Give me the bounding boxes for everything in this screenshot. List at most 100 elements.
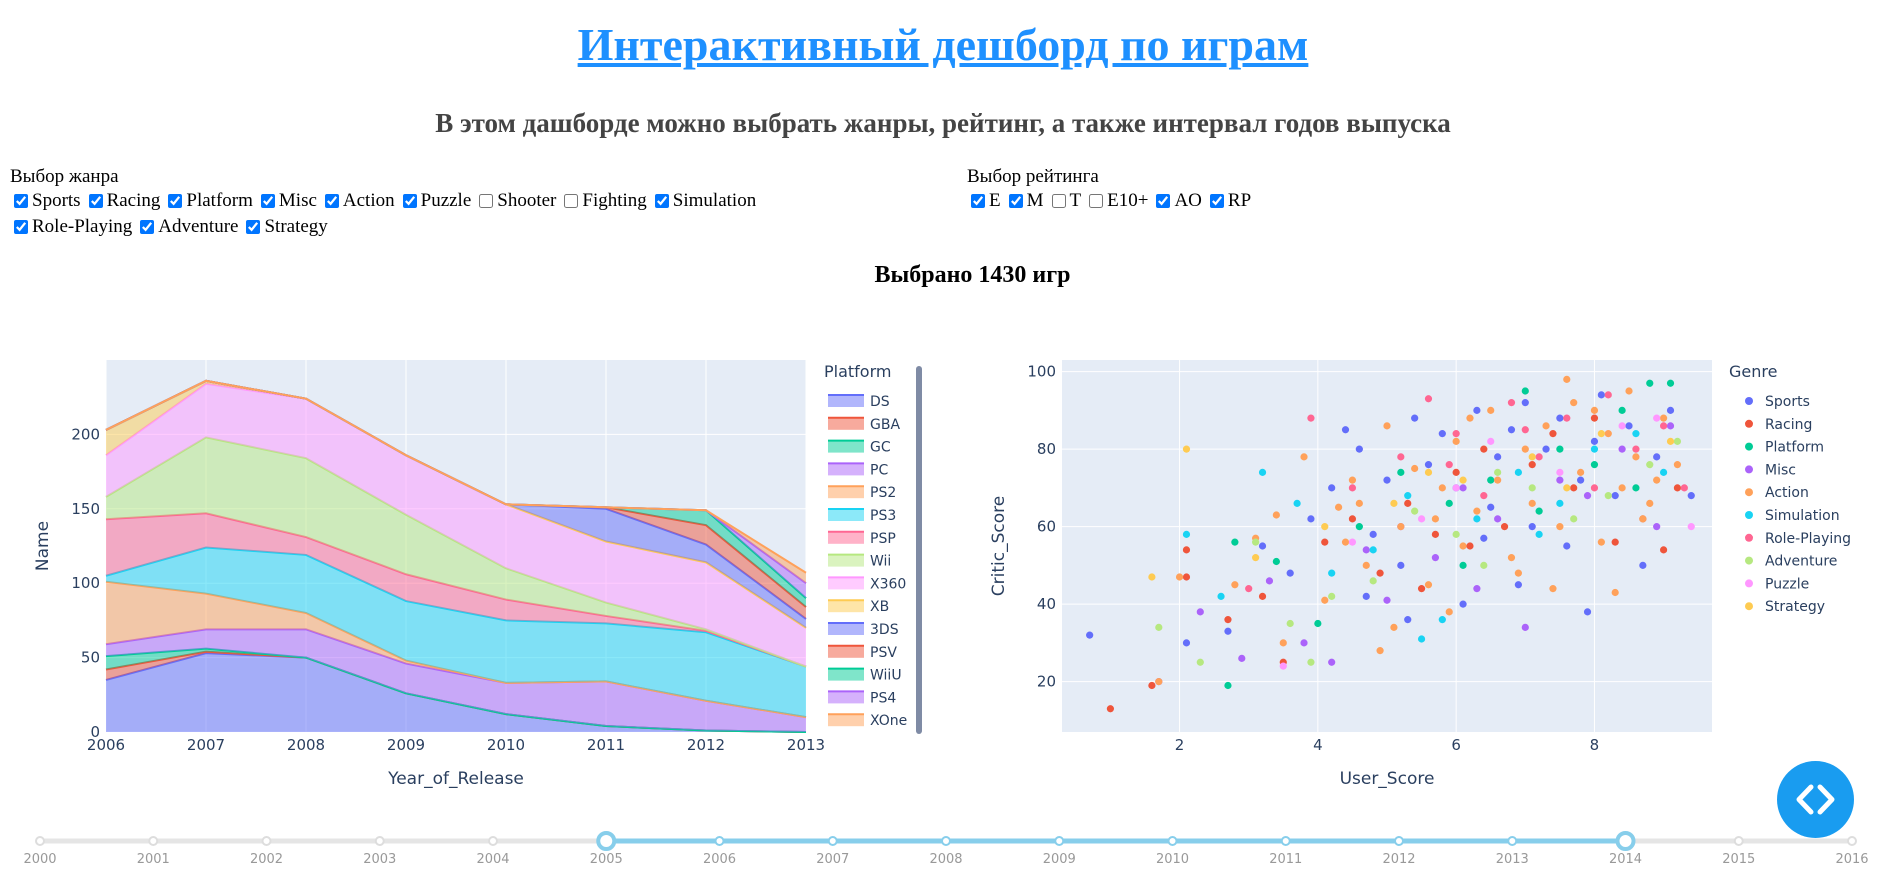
scatter-point-adventure [1196, 658, 1204, 666]
scatter-point-sports [1224, 627, 1232, 635]
y-tick-label: 200 [71, 425, 100, 443]
genre-checkbox[interactable] [654, 194, 669, 208]
scatter-point-sports [1355, 445, 1363, 453]
genre-checkbox[interactable] [479, 194, 494, 208]
genre-checkbox[interactable] [564, 194, 579, 208]
scatter-point-racing [1258, 592, 1267, 600]
genre-checkbox[interactable] [88, 194, 103, 208]
legend-swatch [828, 645, 864, 658]
x-tick-label: 2006 [87, 736, 125, 754]
scatter-point-role-playing [1307, 414, 1315, 422]
scatter-point-sports [1653, 453, 1661, 461]
scatter-point-strategy [1252, 554, 1260, 562]
scatter-point-sports [1258, 542, 1267, 550]
scatter-point-platform [1646, 379, 1654, 387]
legend-entry: Simulation [1765, 508, 1840, 524]
legend-entry: PC [870, 462, 888, 478]
genre-checkbox[interactable] [14, 194, 28, 208]
page-title[interactable]: Интерактивный дешборд по играм [577, 19, 1309, 70]
x-tick-label: 8 [1590, 736, 1600, 754]
scatter-point-platform [1459, 561, 1467, 569]
scatter-point-action [1348, 476, 1357, 484]
slider-handle[interactable] [596, 831, 617, 851]
y-axis-title: Name [33, 521, 53, 571]
scatter-point-sports [1473, 406, 1481, 414]
genre-option-puzzle[interactable]: Puzzle [397, 189, 471, 213]
rating-option-ao[interactable]: AO [1150, 189, 1202, 213]
genre-option-shooter[interactable]: Shooter [473, 189, 556, 213]
slider-year-label: 2002 [250, 852, 283, 867]
rating-checkbox[interactable] [1051, 194, 1066, 208]
genre-option-role-playing[interactable]: Role-Playing [8, 215, 132, 239]
scatter-point-action [1514, 569, 1522, 577]
scatter-point-role-playing [1348, 484, 1357, 492]
genre-option-misc[interactable]: Misc [255, 189, 317, 213]
rating-checkbox[interactable] [1156, 194, 1171, 208]
rating-checkbox[interactable] [971, 194, 985, 208]
scatter-point-strategy [1563, 484, 1571, 492]
genre-checkbox[interactable] [324, 194, 339, 208]
scatter-point-adventure [1673, 437, 1682, 445]
rating-option-label: RP [1227, 190, 1252, 211]
x-tick-label: 6 [1451, 736, 1461, 754]
genre-option-racing[interactable]: Racing [83, 189, 160, 213]
x-tick-label: 4 [1313, 736, 1323, 754]
scatter-point-racing [1659, 546, 1668, 554]
slider-handle[interactable] [1615, 831, 1636, 851]
genre-option-platform[interactable]: Platform [162, 189, 253, 213]
rating-option-rp[interactable]: RP [1204, 189, 1251, 213]
scatter-point-action [1383, 422, 1391, 430]
rating-option-m[interactable]: M [1003, 189, 1044, 213]
scatter-point-action [1424, 581, 1433, 589]
genre-checkbox[interactable] [402, 194, 417, 208]
y-tick-label: 100 [1027, 363, 1056, 381]
scatter-point-adventure [1452, 530, 1460, 538]
legend-title: Genre [1729, 362, 1777, 381]
scatter-point-role-playing [1680, 484, 1688, 492]
scatter-point-adventure [1494, 468, 1502, 476]
genre-checkbox[interactable] [140, 220, 155, 234]
scatter-point-action [1355, 499, 1363, 507]
scatter-point-action [1604, 430, 1612, 438]
rating-checkbox[interactable] [1209, 194, 1224, 208]
rating-filter-label: Выбор рейтинга [967, 166, 1099, 187]
legend-entry: PSP [870, 531, 896, 547]
scatter-point-action [1556, 523, 1564, 531]
scatter-point-sports [1556, 414, 1564, 422]
year-range-slider[interactable]: 2000 2001 2002 2003 2004 2005 2006 2007 2008 2009… [0, 820, 1886, 881]
code-toggle-button[interactable] [1777, 761, 1854, 838]
rating-checkbox[interactable] [1089, 194, 1104, 208]
scatter-point-simulation [1556, 499, 1564, 507]
rating-checkbox[interactable] [1008, 194, 1023, 208]
scatter-point-action [1438, 484, 1446, 492]
rating-option-e10+[interactable]: E10+ [1083, 189, 1148, 213]
genre-checkbox[interactable] [260, 194, 275, 208]
scatter-point-adventure [1286, 619, 1294, 628]
genre-option-adventure[interactable]: Adventure [134, 215, 238, 239]
legend-swatch [828, 668, 864, 681]
legend-entry: PS3 [870, 508, 896, 524]
y-tick-label: 0 [90, 723, 100, 741]
scatter-point-sports [1307, 515, 1315, 523]
rating-option-t[interactable]: T [1046, 189, 1081, 213]
scatter-point-action [1625, 387, 1633, 395]
scatter-point-simulation [1404, 492, 1412, 500]
scatter-point-strategy [1424, 468, 1433, 476]
y-tick-label: 50 [81, 649, 100, 667]
genre-checkbox[interactable] [246, 220, 261, 234]
area-series-ds [106, 653, 806, 732]
genre-option-action[interactable]: Action [319, 189, 395, 213]
genre-option-simulation[interactable]: Simulation [649, 189, 756, 213]
slider-year-label: 2012 [1382, 852, 1415, 867]
legend-scrollbar[interactable] [916, 366, 922, 734]
genre-option-strategy[interactable]: Strategy [240, 215, 328, 239]
rating-option-e[interactable]: E [965, 189, 1001, 213]
genre-option-sports[interactable]: Sports [8, 189, 81, 213]
legend-marker [1745, 533, 1753, 542]
genre-checkbox[interactable] [168, 194, 183, 208]
scatter-point-action [1577, 468, 1585, 476]
genre-option-fighting[interactable]: Fighting [558, 189, 647, 213]
scatter-point-misc [1383, 596, 1391, 604]
scatter-point-role-playing [1604, 391, 1612, 399]
genre-checkbox[interactable] [14, 220, 28, 234]
